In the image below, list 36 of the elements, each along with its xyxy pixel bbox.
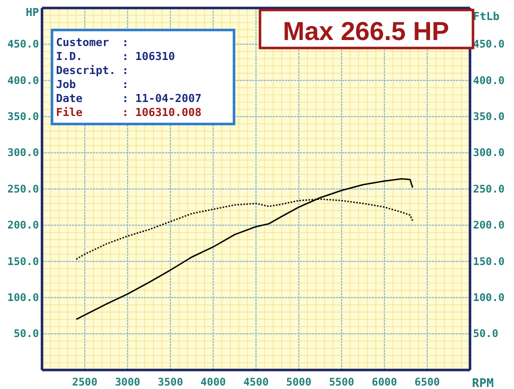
line-series — [76, 178, 414, 320]
info-box: Customer : I.D. : 106310 Descript. : Job : Date : 11-04-2007 File : 106310.008 — [50, 28, 236, 126]
x-tick-label: 5500 — [328, 376, 354, 388]
x-axis-title: RPM — [472, 376, 494, 389]
y-tick-label: 400.0 — [7, 74, 39, 87]
x-tick-label: 2500 — [72, 376, 98, 388]
x-tick-label: 6500 — [414, 376, 440, 388]
x-tick-label: 4000 — [200, 376, 226, 388]
y2-tick-label: 300.0 — [473, 147, 505, 160]
y-tick-label: 100.0 — [7, 292, 39, 304]
y-tick-label: 350.0 — [7, 110, 39, 123]
x-tick-label: 3500 — [158, 376, 184, 388]
x-tick-label: 4500 — [243, 376, 269, 388]
x-tick-label: 6000 — [372, 376, 398, 388]
x-tick-label: 5000 — [286, 376, 312, 388]
y2-tick-label: 250.0 — [473, 183, 505, 196]
y2-tick-label: 400.0 — [473, 74, 505, 87]
y2-tick-label: 350.0 — [473, 110, 505, 123]
y-tick-label: 300.0 — [7, 147, 39, 160]
y2-tick-label: 200.0 — [473, 220, 505, 232]
y2-tick-label: 450.0 — [473, 38, 505, 51]
y-axis-title: HP — [26, 6, 40, 19]
y2-axis-title: FtLb — [473, 10, 500, 23]
annotation: Descript. : — [56, 64, 136, 77]
y-tick-label: 50.0 — [14, 328, 39, 340]
y2-tick-label: 150.0 — [473, 256, 505, 268]
max-power-box: Max 266.5 HP — [258, 8, 474, 50]
y-tick-label: 200.0 — [7, 220, 39, 232]
x-tick-label: 3000 — [114, 376, 140, 388]
y-tick-label: 250.0 — [7, 183, 39, 196]
y-tick-label: 450.0 — [7, 38, 39, 51]
y2-tick-label: 50.0 — [473, 328, 498, 340]
y-tick-label: 150.0 — [7, 256, 39, 268]
annotation: Customer : — [56, 36, 136, 49]
annotation: Max 266.5 HP — [282, 16, 450, 46]
y2-tick-label: 100.0 — [473, 292, 505, 304]
